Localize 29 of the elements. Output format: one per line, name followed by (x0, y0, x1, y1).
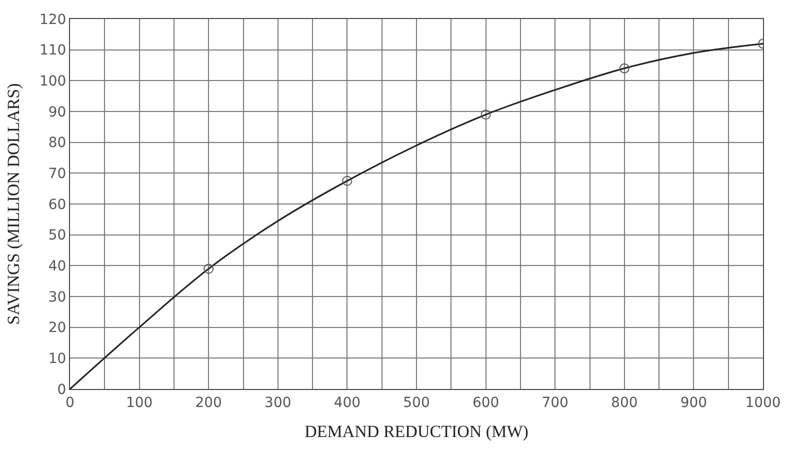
y-tick-label: 110 (39, 42, 66, 59)
y-tick-label: 50 (48, 228, 66, 244)
x-tick-label: 700 (542, 394, 568, 411)
x-tick-label: 400 (334, 394, 361, 411)
y-tick-label: 90 (48, 104, 66, 120)
y-tick-label: 20 (48, 320, 66, 336)
x-tick-label: 300 (264, 394, 292, 411)
x-tick-label: 800 (611, 394, 638, 411)
y-tick-label: 70 (48, 166, 66, 182)
y-tick-label: 10 (48, 351, 66, 368)
x-tick-label: 100 (126, 394, 153, 411)
y-tick-label: 120 (39, 12, 66, 28)
point (619, 63, 630, 74)
x-tick-label: 900 (680, 394, 708, 411)
x-axis-title: DEMAND REDUCTION (MW) (304, 422, 528, 442)
point (342, 176, 352, 186)
point (480, 110, 491, 120)
point (204, 264, 214, 274)
x-tick-label: 500 (403, 394, 430, 411)
y-tick-label: 30 (48, 289, 66, 306)
y-tick-label: 40 (48, 258, 66, 275)
x-tick-label: 200 (195, 394, 222, 411)
y-tick-label: 100 (39, 74, 66, 90)
x-tick-label: 600 (472, 394, 500, 411)
y-tick-label: 0 (57, 382, 66, 398)
y-tick-label: 60 (48, 196, 66, 213)
x-tick-label: 1000 (745, 394, 781, 411)
y-tick-label: 80 (48, 135, 66, 152)
y-axis-title: SAVINGS (MILLION DOLLARS) (4, 83, 24, 325)
